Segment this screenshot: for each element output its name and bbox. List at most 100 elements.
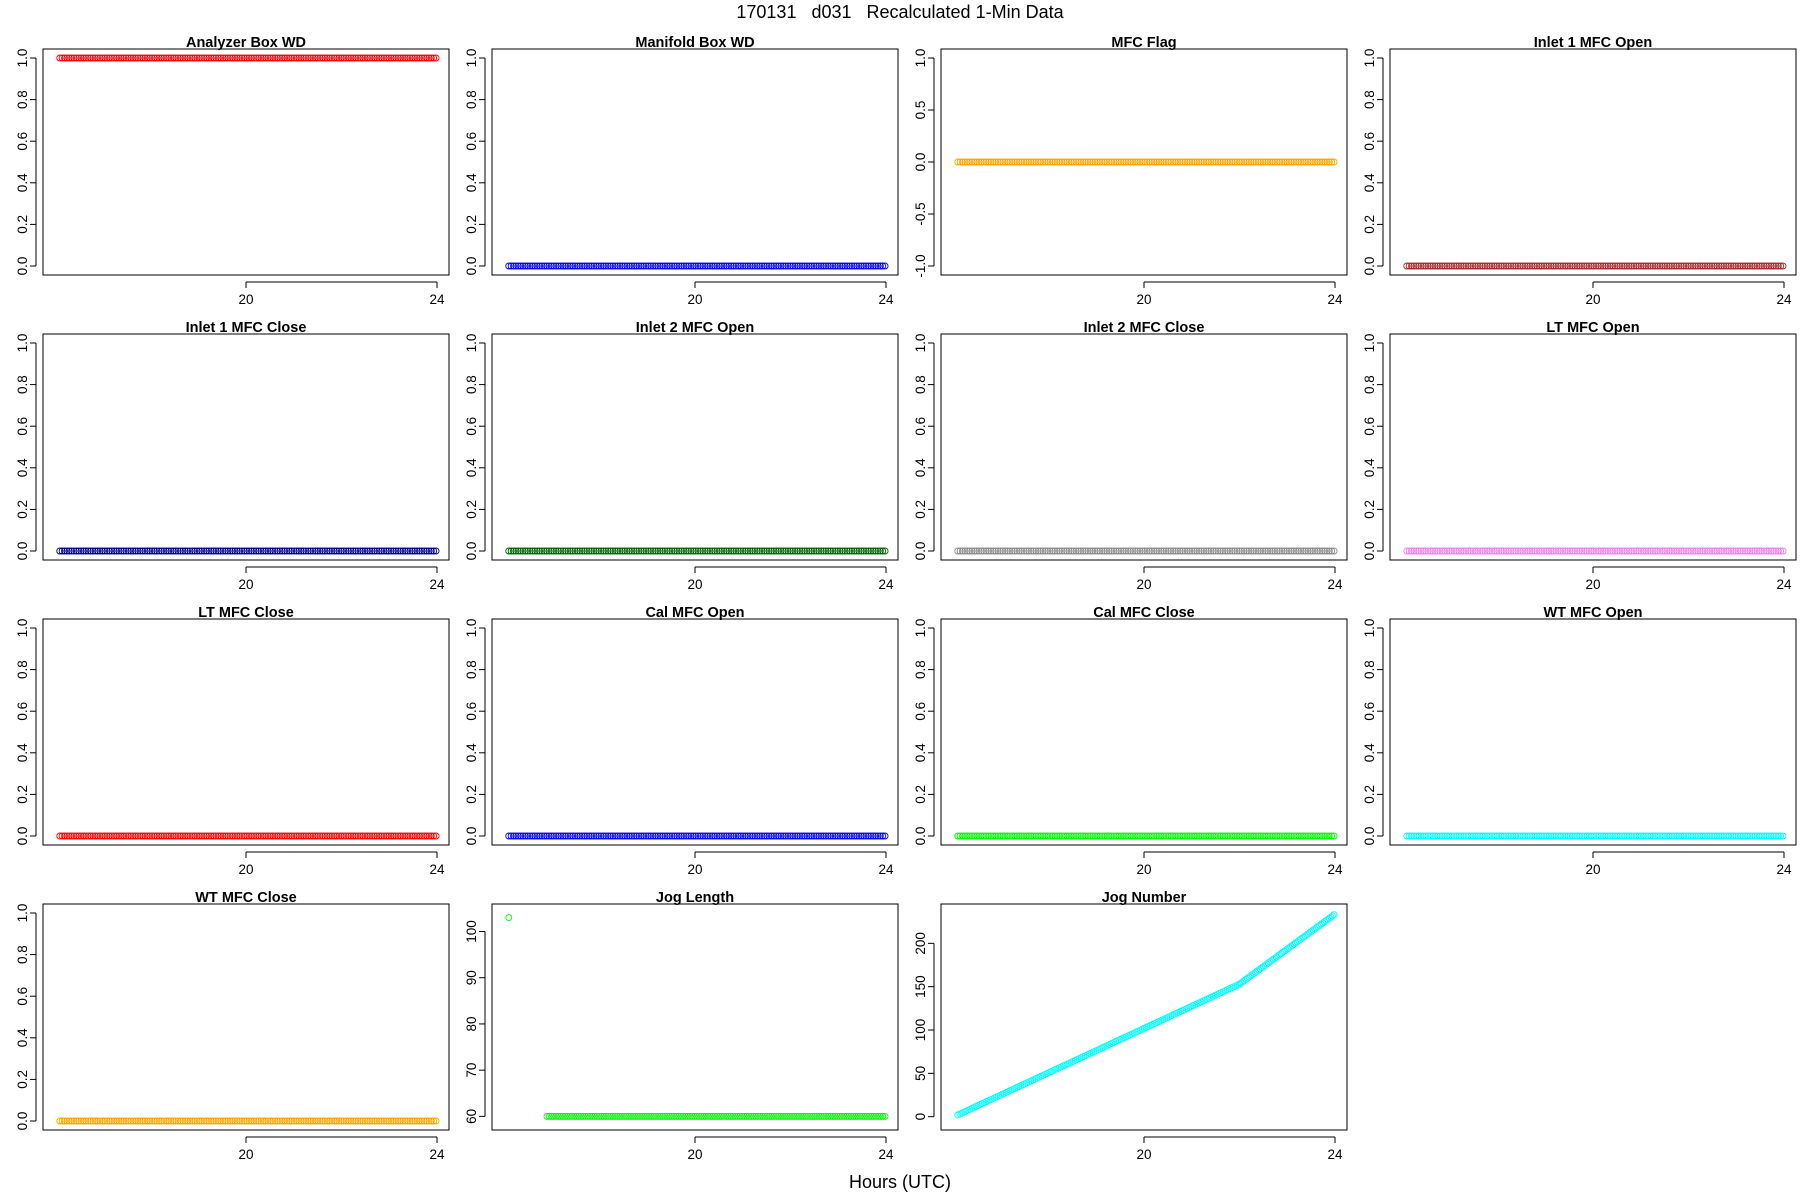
data-point <box>1696 547 1704 555</box>
y-tick-label: -1.0 <box>913 254 928 277</box>
data-point <box>772 1112 780 1120</box>
data-point <box>326 1117 334 1125</box>
y-tick-label: 0.6 <box>464 702 479 721</box>
data-point <box>566 262 574 270</box>
data-point <box>307 54 315 62</box>
data-point <box>330 832 338 840</box>
data-point <box>326 832 334 840</box>
data-point <box>555 547 562 555</box>
data-point <box>786 547 794 555</box>
data-point <box>505 547 513 555</box>
data-point <box>1231 832 1239 840</box>
data-point <box>335 547 343 555</box>
data-point <box>867 262 875 270</box>
data-point <box>347 832 355 840</box>
data-point <box>394 547 402 555</box>
data-point <box>863 1112 871 1120</box>
data-point <box>285 1117 293 1125</box>
data-point <box>1403 547 1411 555</box>
data-point <box>352 832 360 840</box>
data-point <box>846 832 853 840</box>
data-point <box>359 1117 367 1125</box>
data-point <box>673 547 681 555</box>
data-point <box>363 1117 371 1125</box>
data-point <box>822 547 830 555</box>
data-point <box>659 262 667 270</box>
data-point <box>555 262 562 270</box>
data-point <box>1644 262 1652 270</box>
data-point <box>751 832 759 840</box>
data-point <box>582 1112 589 1120</box>
data-point <box>583 262 591 270</box>
data-point <box>784 832 792 840</box>
data-point <box>753 547 761 555</box>
data-point <box>361 832 369 840</box>
data-point <box>1141 547 1149 555</box>
data-point <box>1616 262 1624 270</box>
data-point <box>1734 547 1742 555</box>
data-point <box>848 262 856 270</box>
data-point <box>1112 547 1120 555</box>
data-point <box>321 1117 329 1125</box>
data-point <box>858 1112 866 1120</box>
data-point <box>644 547 652 555</box>
plot-frame <box>491 618 899 846</box>
data-point <box>666 262 674 270</box>
data-point <box>1190 158 1198 166</box>
data-point <box>761 1112 769 1120</box>
data-point <box>1150 832 1158 840</box>
plot-frame <box>42 333 450 561</box>
data-point <box>1328 832 1336 840</box>
data-point <box>1174 158 1182 166</box>
data-point <box>510 832 517 840</box>
data-point <box>1604 547 1612 555</box>
data-point <box>784 262 792 270</box>
data-point <box>1048 547 1056 555</box>
data-point <box>702 1112 710 1120</box>
data-point <box>641 1112 648 1120</box>
data-point <box>1554 832 1562 840</box>
data-point <box>1030 547 1037 555</box>
data-point <box>1677 547 1685 555</box>
data-point <box>153 1117 161 1125</box>
data-point <box>996 547 1004 555</box>
data-point <box>994 547 1002 555</box>
data-point <box>177 547 184 555</box>
data-point <box>643 1112 651 1120</box>
data-point <box>1415 262 1423 270</box>
data-point <box>72 547 80 555</box>
data-point <box>633 262 641 270</box>
data-point <box>557 262 565 270</box>
data-point <box>801 832 809 840</box>
plot-frame <box>940 903 1348 1131</box>
data-point <box>994 158 1002 166</box>
data-point <box>238 54 246 62</box>
data-point <box>1493 547 1501 555</box>
data-point <box>1725 832 1733 840</box>
data-point <box>134 832 142 840</box>
data-point <box>1412 832 1420 840</box>
data-point <box>1429 262 1437 270</box>
data-point <box>725 262 733 270</box>
data-point <box>1084 832 1092 840</box>
data-point <box>604 547 612 555</box>
data-point <box>264 54 272 62</box>
data-point <box>985 832 992 840</box>
data-point <box>416 1117 423 1125</box>
data-point <box>1718 262 1725 270</box>
data-point <box>1639 832 1647 840</box>
data-point <box>701 832 709 840</box>
data-point <box>1654 832 1662 840</box>
data-point <box>1134 832 1142 840</box>
data-point <box>1287 158 1295 166</box>
data-point <box>602 547 610 555</box>
data-point <box>1027 547 1035 555</box>
x-tick-label: 24 <box>1776 577 1792 592</box>
data-point <box>1573 262 1581 270</box>
data-point <box>1642 547 1650 555</box>
data-point <box>349 54 357 62</box>
data-point <box>1663 547 1671 555</box>
data-point <box>326 547 334 555</box>
data-point <box>342 547 350 555</box>
data-point <box>1637 832 1645 840</box>
